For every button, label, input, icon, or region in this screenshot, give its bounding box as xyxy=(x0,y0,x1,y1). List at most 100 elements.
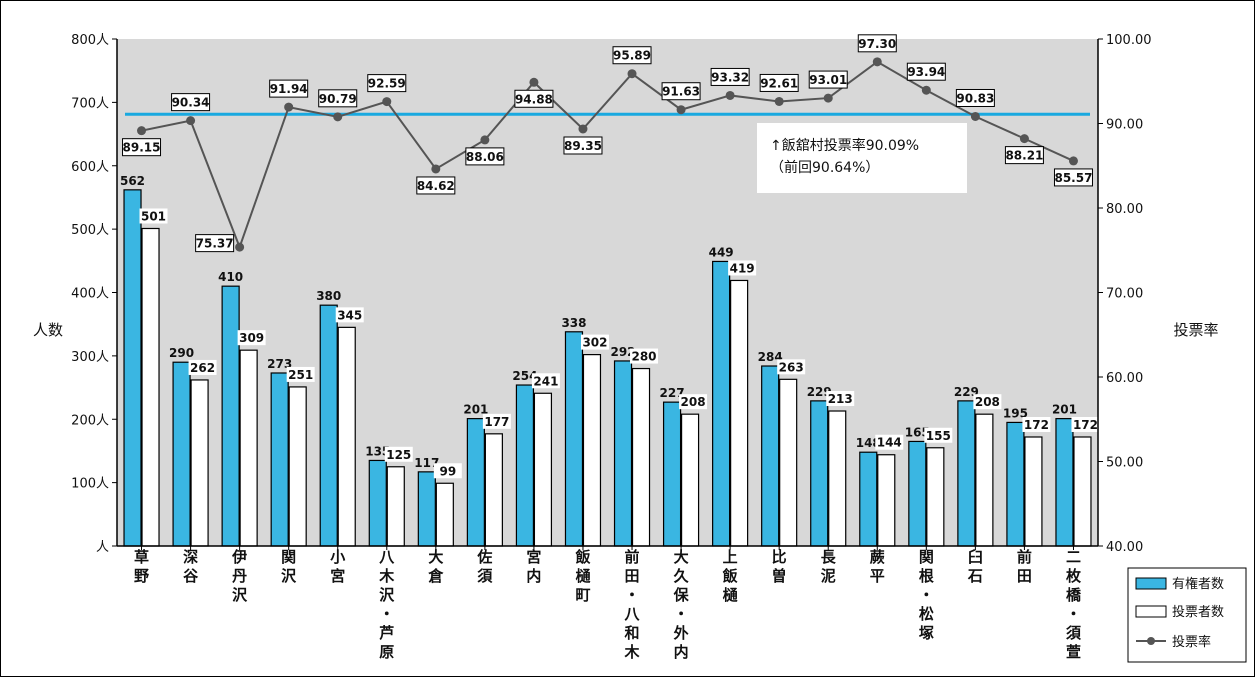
annotation-line2: （前回90.64%） xyxy=(770,159,879,176)
turnout-point-16 xyxy=(921,85,931,95)
bar-ballots-11 xyxy=(680,413,700,547)
bar-voters-1 xyxy=(172,361,191,547)
turnout-point-6 xyxy=(431,164,441,174)
x-category-2: 伊丹沢 xyxy=(231,548,248,604)
x-category-0: 草野 xyxy=(134,548,149,585)
x-category-char-2-2: 沢 xyxy=(232,586,248,604)
bar-ballots-label-bg-16 xyxy=(924,427,953,443)
x-category-1: 深谷 xyxy=(183,548,199,585)
bar-ballots-9 xyxy=(582,354,602,547)
turnout-label-15: 97.30 xyxy=(858,37,896,51)
bar-ballots-label-bg-10 xyxy=(630,348,659,364)
legend-swatch-ballots xyxy=(1135,605,1167,618)
x-category-char-5-1: 木 xyxy=(378,567,395,585)
turnout-label-box-15 xyxy=(857,34,897,53)
x-category-char-3-1: 沢 xyxy=(281,567,297,585)
turnout-label-12: 93.32 xyxy=(711,70,749,84)
bar-ballots-label-bg-9 xyxy=(580,334,609,350)
bar-ballots-label-bg-0 xyxy=(139,208,168,224)
y-left-tick-label-1: 100人 xyxy=(71,477,109,492)
turnout-label-9: 89.35 xyxy=(564,139,602,153)
legend: 有権者数 投票者数 投票率 xyxy=(1127,567,1247,663)
bar-ballots-label-14: 213 xyxy=(828,392,853,406)
turnout-label-16: 93.94 xyxy=(907,65,945,79)
y-axis-left-title: 人数 xyxy=(33,321,63,339)
bar-voters-13 xyxy=(761,365,780,547)
y-left-tick-label-4: 400人 xyxy=(71,287,109,302)
turnout-label-7: 88.06 xyxy=(466,150,504,164)
bar-ballots-label-12: 419 xyxy=(730,261,755,275)
turnout-label-10: 95.89 xyxy=(613,49,651,63)
x-category-char-7-0: 佐 xyxy=(476,548,492,566)
x-category-3: 関沢 xyxy=(281,548,297,585)
bar-voters-0 xyxy=(123,189,142,547)
bar-ballots-label-bg-7 xyxy=(482,413,511,429)
bar-ballots-label-1: 262 xyxy=(190,361,215,375)
x-category-char-11-4: 外 xyxy=(673,624,689,642)
bar-voters-label-2: 410 xyxy=(218,270,243,284)
x-category-18: 前田 xyxy=(1017,548,1032,585)
x-category-char-10-2: ・ xyxy=(625,586,640,604)
bar-voters-14 xyxy=(810,400,829,547)
turnout-label-0: 89.15 xyxy=(123,141,161,155)
x-category-char-8-0: 宮 xyxy=(526,548,541,566)
bar-ballots-label-18: 172 xyxy=(1024,418,1049,432)
turnout-label-2: 75.37 xyxy=(196,237,234,251)
bar-ballots-label-bg-5 xyxy=(384,446,413,462)
turnout-label-6: 84.62 xyxy=(417,179,455,193)
annotation-line1: ↑飯舘村投票率90.09% xyxy=(770,137,919,154)
x-category-char-19-4: 須 xyxy=(1065,624,1082,642)
turnout-label-17: 90.83 xyxy=(956,91,994,105)
y-right-tick-label-4: 80.00 xyxy=(1106,202,1143,217)
bar-voters-16 xyxy=(908,440,927,547)
y-right-tick-label-0: 40.00 xyxy=(1106,540,1143,555)
turnout-label-box-17 xyxy=(955,88,995,107)
bar-voters-15 xyxy=(859,451,878,547)
x-category-char-18-0: 前 xyxy=(1017,548,1032,566)
turnout-point-13 xyxy=(774,96,784,106)
x-category-char-13-1: 曽 xyxy=(772,567,787,585)
turnout-label-box-1 xyxy=(171,93,211,112)
x-category-char-11-1: 久 xyxy=(674,567,690,585)
bar-ballots-label-bg-2 xyxy=(237,330,266,346)
bar-voters-label-19: 201 xyxy=(1052,403,1077,417)
bar-ballots-4 xyxy=(337,326,356,547)
y-right-tick-label-6: 100.00 xyxy=(1106,33,1152,48)
legend-label-ballots: 投票者数 xyxy=(1172,604,1224,620)
y-right-tick-label-3: 70.00 xyxy=(1106,287,1143,302)
turnout-point-7 xyxy=(480,135,490,145)
bar-voters-label-18: 195 xyxy=(1003,406,1028,420)
bar-voters-label-7: 201 xyxy=(463,403,488,417)
x-category-char-4-1: 宮 xyxy=(330,567,345,585)
bar-ballots-8 xyxy=(533,392,553,547)
legend-label-voters: 有権者数 xyxy=(1172,576,1224,592)
x-category-char-5-3: ・ xyxy=(379,605,394,623)
x-category-5: 八木沢・芦原 xyxy=(378,548,395,661)
bar-ballots-label-bg-4 xyxy=(335,307,364,323)
turnout-point-19 xyxy=(1068,156,1078,166)
bar-voters-label-3: 273 xyxy=(267,357,292,371)
x-category-char-11-2: 保 xyxy=(673,586,690,604)
bar-voters-label-5: 135 xyxy=(365,444,390,458)
x-category-char-10-0: 前 xyxy=(625,548,640,566)
y-left-tick-label-6: 600人 xyxy=(71,160,109,175)
x-category-7: 佐須 xyxy=(476,548,493,585)
x-category-char-11-3: ・ xyxy=(674,605,689,623)
bar-ballots-12 xyxy=(730,279,749,547)
x-category-char-14-0: 長 xyxy=(821,548,837,566)
x-category-char-9-2: 町 xyxy=(575,586,590,604)
x-category-char-10-3: 八 xyxy=(624,605,641,623)
bar-voters-label-9: 338 xyxy=(561,316,586,330)
turnout-label-box-14 xyxy=(808,70,848,89)
x-category-char-9-0: 飯 xyxy=(574,548,590,566)
bar-ballots-label-15: 144 xyxy=(877,436,902,450)
x-category-6: 大倉 xyxy=(427,548,444,585)
bar-voters-18 xyxy=(1006,421,1025,547)
x-category-char-3-0: 関 xyxy=(281,548,296,566)
x-category-char-6-1: 倉 xyxy=(427,567,444,585)
bar-voters-label-15: 148 xyxy=(856,436,881,450)
x-category-4: 小宮 xyxy=(330,548,345,585)
bar-ballots-label-19: 172 xyxy=(1073,418,1098,432)
x-category-char-12-0: 上 xyxy=(723,548,738,566)
bar-voters-label-8: 254 xyxy=(512,369,537,383)
